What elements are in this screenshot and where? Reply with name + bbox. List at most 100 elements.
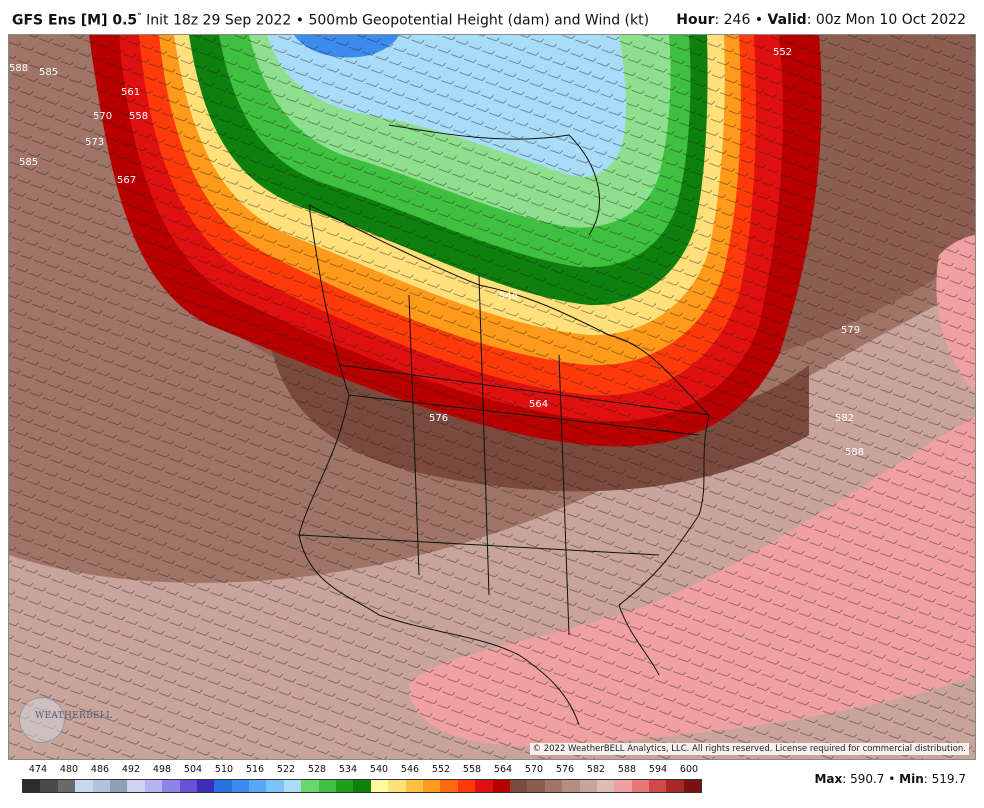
contour-label: 546 [499,291,518,302]
legend-swatch [162,780,180,792]
legend-swatch [214,780,232,792]
legend-label: 540 [369,764,389,775]
legend-swatch [283,780,302,792]
contour-label: 579 [841,325,860,336]
legend-swatches [22,779,702,793]
legend-swatch [579,780,597,792]
legend-labels: 474 480 486 492 498 504 510 516 522 528 534 540 546 5… [22,764,702,778]
legend-swatch [405,780,423,792]
degree-sign: ° [137,12,142,22]
legend-swatch [492,780,510,792]
legend-swatch [231,780,250,792]
contour-label: 558 [129,111,148,122]
min-label: Min [899,772,924,786]
contour-label: 588 [845,447,864,458]
legend-label: 552 [431,764,451,775]
boundaries [298,124,710,726]
weather-map[interactable]: 561 558 570 573 567 552 546 564 576 588 … [8,34,976,760]
legend-label: 474 [28,764,48,775]
legend-swatch [370,780,389,792]
legend-swatch [318,780,337,792]
legend-swatch [683,780,702,792]
legend-label: 594 [648,764,668,775]
map-canvas: 561 558 570 573 567 552 546 564 576 588 … [9,35,975,759]
hour-label: Hour [676,12,715,28]
contour-labels: 561 558 570 573 567 552 546 564 576 588 … [9,47,864,458]
legend-label: 564 [493,764,513,775]
legend-label: 546 [400,764,420,775]
legend-swatch [23,780,41,792]
legend-label: 600 [679,764,699,775]
valid-value: : 00z Mon 10 Oct 2022 [806,12,966,28]
legend-label: 582 [586,764,606,775]
legend-swatch [440,780,458,792]
max-min-readout: Max: 590.7 • Min: 519.7 [814,772,966,786]
product-name: 500mb Geopotential Height (dam) and Wind… [308,12,650,29]
copyright-notice: © 2022 WeatherBELL Analytics, LLC. All r… [529,743,969,755]
color-legend: 474 480 486 492 498 504 510 516 522 528 534 540 546 5… [22,764,702,804]
separator: • [295,12,305,29]
legend-swatch [614,780,632,792]
contour-label: 573 [85,137,104,148]
legend-label: 516 [245,764,265,775]
legend-label: 576 [555,764,575,775]
legend-label: 480 [59,764,79,775]
contour-label: 588 [9,63,28,74]
legend-swatch [266,780,284,792]
model-name: GFS Ens [M] 0.5 [12,12,138,29]
header: GFS Ens [M] 0.5° Init 18z 29 Sep 2022 • … [0,0,984,34]
min-value: : 519.7 [923,772,966,786]
hour-value: : 246 [714,12,751,28]
legend-swatch [127,780,145,792]
legend-label: 570 [524,764,544,775]
max-value: : 590.7 [842,772,885,786]
legend-swatch [301,780,319,792]
legend-label: 486 [90,764,110,775]
contour-label: 585 [19,157,38,168]
legend-swatch [596,780,615,792]
legend-label: 492 [121,764,141,775]
legend-swatch [388,780,406,792]
weatherbell-logo: WEATHERBELL [19,697,112,743]
legend-label: 510 [214,764,234,775]
legend-swatch [144,780,163,792]
legend-swatch [422,780,441,792]
legend-swatch [109,780,128,792]
logo-circle [19,697,65,743]
max-label: Max [814,772,843,786]
logo-text: WEATHERBELL [35,711,113,721]
legend-label: 528 [307,764,327,775]
contour-label: 582 [835,413,854,424]
init-time: Init 18z 29 Sep 2022 [146,12,292,29]
legend-swatch [562,780,580,792]
contour-label: 570 [93,111,112,122]
legend-swatch [196,780,215,792]
legend-swatch [649,780,667,792]
separator: • [888,772,896,786]
legend-swatch [40,780,58,792]
legend-swatch [544,780,563,792]
legend-swatch [666,780,684,792]
contour-label: 576 [429,413,448,424]
legend-label: 504 [183,764,203,775]
contour-label: 567 [117,175,136,186]
legend-swatch [249,780,267,792]
valid-label: Valid [767,12,807,28]
legend-label: 588 [617,764,637,775]
wind-barbs [9,35,975,759]
legend-swatch [336,780,354,792]
legend-swatch [353,780,371,792]
legend-swatch [475,780,493,792]
legend-swatch [457,780,476,792]
legend-swatch [57,780,76,792]
contour-label: 585 [39,67,58,78]
contour-label: 561 [121,87,140,98]
legend-swatch [179,780,197,792]
legend-swatch [92,780,110,792]
title-left: GFS Ens [M] 0.5° Init 18z 29 Sep 2022 • … [12,12,649,29]
legend-label: 534 [338,764,358,775]
legend-swatch [631,780,650,792]
separator: • [754,12,764,28]
legend-swatch [527,780,545,792]
contour-label: 564 [529,399,548,410]
